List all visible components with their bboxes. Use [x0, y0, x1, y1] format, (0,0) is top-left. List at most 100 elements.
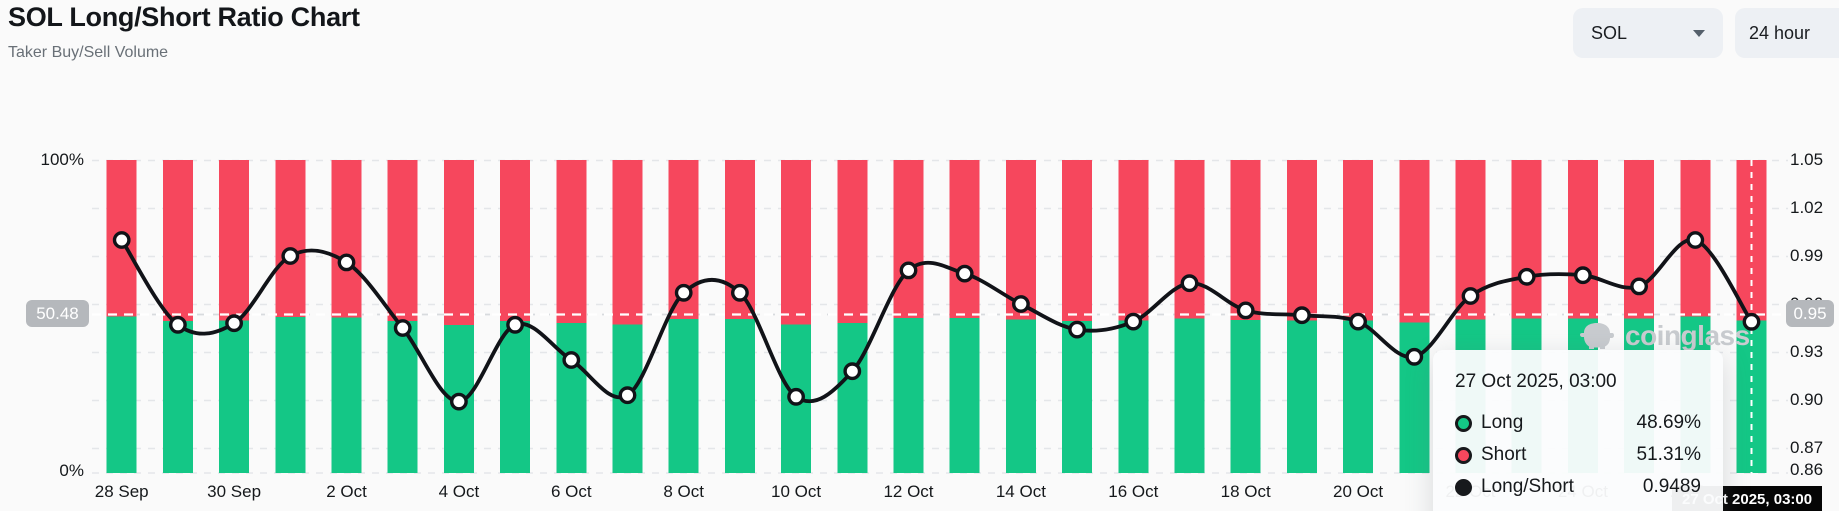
tooltip-row-short: Short 51.31%: [1455, 444, 1701, 466]
page-title: SOL Long/Short Ratio Chart: [8, 2, 360, 32]
long-bar-2-oct[interactable]: [331, 317, 362, 473]
long-bar-5-oct[interactable]: [500, 320, 531, 473]
data-point-dot-29-sep[interactable]: [169, 315, 187, 334]
long-bar-19-oct[interactable]: [1286, 320, 1317, 473]
short-bar-6-oct[interactable]: [556, 160, 587, 323]
tooltip-series-label: Long/Short: [1481, 476, 1574, 497]
short-bar-4-oct[interactable]: [443, 160, 474, 325]
short-bar-5-oct[interactable]: [500, 160, 531, 321]
data-point-dot-4-oct[interactable]: [449, 392, 468, 411]
data-point-dot-26-oct[interactable]: [1686, 231, 1705, 249]
short-bar-2-oct[interactable]: [331, 160, 362, 318]
tooltip-series-value: 51.31%: [1636, 444, 1701, 465]
data-point-dot-9-oct[interactable]: [731, 283, 749, 302]
chart-canvas[interactable]: [92, 159, 1788, 474]
chart-plot-area[interactable]: [92, 159, 1788, 474]
short-bar-29-sep[interactable]: [162, 160, 193, 321]
short-bar-16-oct[interactable]: [1118, 160, 1149, 321]
long-bar-6-oct[interactable]: [556, 322, 587, 473]
short-bar-24-oct[interactable]: [1567, 160, 1598, 319]
long-bar-20-oct[interactable]: [1343, 320, 1374, 473]
short-bar-21-oct[interactable]: [1399, 160, 1430, 323]
x-axis-tick-12-oct: 12 Oct: [883, 482, 934, 501]
data-point-dot-10-oct[interactable]: [787, 387, 805, 406]
long-bar-29-sep[interactable]: [162, 320, 193, 473]
long-bar-21-oct[interactable]: [1399, 322, 1430, 473]
long-bar-13-oct[interactable]: [949, 318, 980, 473]
long-bar-14-oct[interactable]: [1005, 319, 1036, 473]
interval-select[interactable]: 24 hour: [1735, 8, 1839, 58]
short-bar-15-oct[interactable]: [1062, 160, 1093, 321]
x-axis-tick-6-oct: 6 Oct: [550, 482, 592, 501]
data-point-dot-7-oct[interactable]: [618, 386, 637, 405]
tooltip-series-value: 0.9489: [1642, 476, 1701, 497]
data-point-dot-2-oct[interactable]: [337, 253, 356, 272]
data-point-dot-1-oct[interactable]: [281, 247, 300, 265]
right-axis-tick-0.87: 0.87: [1790, 438, 1824, 458]
long-bar-1-oct[interactable]: [275, 317, 306, 473]
data-point-dot-8-oct[interactable]: [674, 283, 693, 302]
data-point-dot-22-oct[interactable]: [1461, 287, 1480, 305]
short-bar-30-sep[interactable]: [219, 160, 250, 321]
right-axis-tick-0.86: 0.86: [1790, 460, 1824, 479]
long-bar-11-oct[interactable]: [837, 323, 868, 473]
data-point-dot-24-oct[interactable]: [1574, 266, 1592, 285]
long-bar-8-oct[interactable]: [668, 319, 699, 473]
short-bar-20-oct[interactable]: [1343, 160, 1374, 321]
left-axis-threshold-badge: 50.48: [26, 300, 89, 327]
right-axis-tick-1.02: 1.02: [1790, 198, 1824, 217]
long-bar-28-sep[interactable]: [106, 316, 137, 474]
x-axis-tick-28-sep: 28 Sep: [94, 482, 149, 501]
short-bar-1-oct[interactable]: [275, 160, 306, 318]
short-bar-19-oct[interactable]: [1286, 160, 1317, 321]
long-bar-17-oct[interactable]: [1174, 318, 1205, 473]
short-bar-3-oct[interactable]: [387, 160, 418, 321]
short-bar-17-oct[interactable]: [1174, 160, 1205, 319]
short-bar-12-oct[interactable]: [893, 160, 924, 319]
short-bar-14-oct[interactable]: [1005, 160, 1036, 320]
data-point-dot-6-oct[interactable]: [562, 351, 581, 369]
data-point-dot-3-oct[interactable]: [393, 319, 412, 337]
long-bar-16-oct[interactable]: [1118, 320, 1149, 473]
data-point-dot-12-oct[interactable]: [899, 261, 918, 280]
data-point-dot-15-oct[interactable]: [1068, 320, 1086, 339]
tooltip-series-value: 48.69%: [1636, 412, 1701, 433]
short-bar-11-oct[interactable]: [837, 160, 868, 324]
tooltip-rows: Long 48.69% Short 51.31% Long/Short 0.9489: [1455, 412, 1701, 498]
short-bar-7-oct[interactable]: [612, 160, 643, 325]
short-bar-13-oct[interactable]: [949, 160, 980, 319]
data-point-dot-5-oct[interactable]: [506, 315, 524, 334]
symbol-select[interactable]: SOL: [1573, 8, 1723, 58]
short-bar-10-oct[interactable]: [781, 160, 812, 325]
series-dot-icon: [1455, 478, 1472, 496]
data-point-dot-28-sep[interactable]: [112, 231, 131, 249]
tooltip-date: 27 Oct 2025, 03:00: [1455, 371, 1617, 392]
long-bar-15-oct[interactable]: [1062, 320, 1093, 473]
data-point-dot-13-oct[interactable]: [955, 264, 974, 283]
data-point-dot-16-oct[interactable]: [1124, 312, 1143, 331]
data-point-dot-25-oct[interactable]: [1630, 277, 1649, 296]
data-point-dot-20-oct[interactable]: [1349, 312, 1368, 331]
data-point-dot-23-oct[interactable]: [1517, 267, 1536, 286]
long-bar-18-oct[interactable]: [1230, 319, 1261, 473]
long-bar-27-oct[interactable]: [1736, 320, 1767, 473]
data-point-dot-11-oct[interactable]: [843, 362, 862, 381]
data-point-dot-18-oct[interactable]: [1236, 301, 1255, 320]
long-bar-12-oct[interactable]: [893, 318, 924, 473]
x-axis-tick-4-oct: 4 Oct: [438, 482, 480, 501]
x-axis-tick-8-oct: 8 Oct: [663, 482, 704, 501]
data-point-dot-27-oct[interactable]: [1742, 312, 1761, 331]
short-bar-18-oct[interactable]: [1230, 160, 1261, 320]
long-bar-30-sep[interactable]: [219, 320, 250, 473]
data-point-dot-21-oct[interactable]: [1405, 347, 1424, 366]
data-point-dot-19-oct[interactable]: [1293, 306, 1311, 325]
x-axis-tick-10-oct: 10 Oct: [771, 482, 822, 501]
data-point-dot-30-sep[interactable]: [225, 314, 244, 333]
tooltip-row-long: Long 48.69%: [1455, 412, 1701, 434]
x-axis-tick-16-oct: 16 Oct: [1108, 482, 1159, 501]
data-point-dot-17-oct[interactable]: [1180, 274, 1199, 293]
chart-tooltip: 27 Oct 2025, 03:00 Long 48.69% Short 51.31%…: [1433, 350, 1723, 511]
long-bar-9-oct[interactable]: [724, 319, 755, 473]
short-bar-23-oct[interactable]: [1511, 160, 1542, 319]
data-point-dot-14-oct[interactable]: [1012, 295, 1030, 313]
